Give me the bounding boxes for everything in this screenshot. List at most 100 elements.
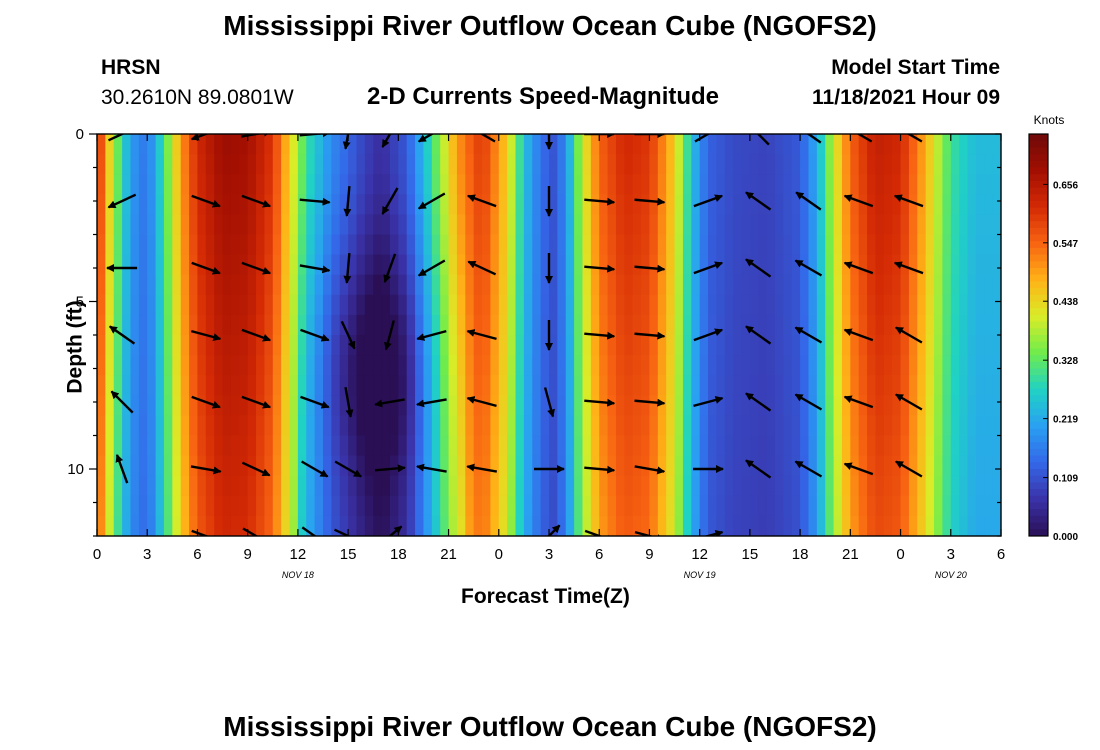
heatmap-cell [306, 515, 316, 536]
heatmap-cell [800, 475, 810, 497]
heatmap-cell [590, 355, 600, 376]
heatmap-cell [975, 254, 985, 276]
heatmap-cell [657, 375, 667, 396]
heatmap-cell [364, 274, 374, 296]
heatmap-cell [155, 294, 165, 316]
heatmap-cell [682, 515, 692, 536]
heatmap-cell [590, 335, 600, 356]
heatmap-cell [557, 495, 567, 517]
heatmap-cell [858, 154, 868, 175]
heatmap-cell [523, 435, 533, 457]
heatmap-cell [875, 415, 885, 437]
heatmap-cell [599, 174, 609, 195]
heatmap-cell [666, 375, 676, 396]
heatmap-cell [281, 174, 291, 195]
heatmap-cell [456, 314, 466, 336]
heatmap-cell [523, 234, 533, 256]
heatmap-cell [465, 194, 475, 215]
current-vector-arrow [241, 194, 272, 208]
heatmap-cell [657, 134, 667, 155]
heatmap-cell [289, 214, 299, 236]
heatmap-cell [666, 134, 676, 155]
heatmap-cell [783, 214, 793, 236]
heatmap-cell [256, 194, 266, 215]
heatmap-cell [138, 415, 148, 437]
heatmap-cell [389, 254, 399, 276]
heatmap-cell [532, 515, 542, 536]
heatmap-cell [314, 435, 324, 457]
heatmap-cell [775, 435, 784, 457]
heatmap-cell [934, 194, 944, 215]
heatmap-cell [942, 214, 952, 236]
heatmap-cell [331, 154, 341, 175]
heatmap-cell [657, 294, 667, 316]
heatmap-cell [607, 415, 617, 437]
heatmap-cell [130, 254, 140, 276]
heatmap-cell [682, 134, 692, 155]
heatmap-cell [415, 536, 424, 557]
heatmap-cell [883, 134, 893, 155]
heatmap-cell [800, 375, 810, 396]
heatmap-cell [699, 435, 709, 457]
heatmap-cell [339, 254, 349, 276]
heatmap-cell [850, 154, 860, 175]
heatmap-cell [749, 314, 759, 336]
heatmap-cell [934, 174, 944, 195]
heatmap-cell [649, 415, 659, 437]
heatmap-cell [749, 355, 759, 376]
heatmap-cell [892, 355, 902, 376]
heatmap-cell [808, 134, 818, 155]
heatmap-cell [917, 274, 927, 296]
heatmap-cell [122, 455, 132, 477]
heatmap-cell [289, 335, 299, 356]
heatmap-cell [582, 435, 592, 457]
heatmap-cell [331, 194, 341, 215]
heatmap-cell [256, 335, 266, 356]
heatmap-cell [163, 515, 173, 536]
heatmap-cell [959, 234, 969, 256]
heatmap-cell [867, 335, 877, 356]
heatmap-cell [574, 134, 584, 155]
heatmap-cell [256, 355, 266, 376]
heatmap-cell [197, 375, 207, 396]
current-vector-arrow [110, 390, 134, 414]
heatmap-cell [908, 214, 918, 236]
heatmap-cell [205, 415, 215, 437]
heatmap-cell [281, 314, 291, 336]
heatmap-cell [356, 536, 365, 557]
heatmap-cell [331, 415, 341, 437]
heatmap-cell [214, 274, 224, 296]
colorbar-segment [1029, 529, 1048, 537]
heatmap-cell [281, 335, 291, 356]
heatmap-cell [406, 495, 416, 517]
heatmap-cell [406, 515, 416, 536]
heatmap-cell [180, 495, 190, 517]
heatmap-cell [289, 475, 299, 497]
heatmap-cell [440, 174, 450, 195]
heatmap-cell [800, 294, 810, 316]
current-vector-arrow [241, 134, 272, 138]
heatmap-cell [708, 415, 718, 437]
heatmap-cell [297, 134, 307, 155]
heatmap-cell [122, 294, 132, 316]
heatmap-cell [314, 495, 324, 517]
heatmap-cell [557, 395, 567, 416]
current-vector-arrow [299, 134, 331, 138]
heatmap-cell [733, 375, 743, 396]
heatmap-cell [281, 475, 291, 497]
heatmap-cell [666, 335, 676, 356]
heatmap-cell [599, 254, 609, 276]
heatmap-cell [883, 495, 893, 517]
heatmap-cell [381, 495, 391, 517]
heatmap-cell [749, 395, 759, 416]
heatmap-cell [565, 355, 575, 376]
heatmap-cell [205, 355, 215, 376]
heatmap-cell [808, 174, 818, 195]
heatmap-cell [984, 154, 994, 175]
heatmap-cell [97, 314, 106, 336]
heatmap-cell [482, 194, 492, 215]
heatmap-cell [264, 214, 274, 236]
heatmap-cell [440, 134, 450, 155]
heatmap-cell [649, 375, 659, 396]
heatmap-cell [934, 455, 944, 477]
